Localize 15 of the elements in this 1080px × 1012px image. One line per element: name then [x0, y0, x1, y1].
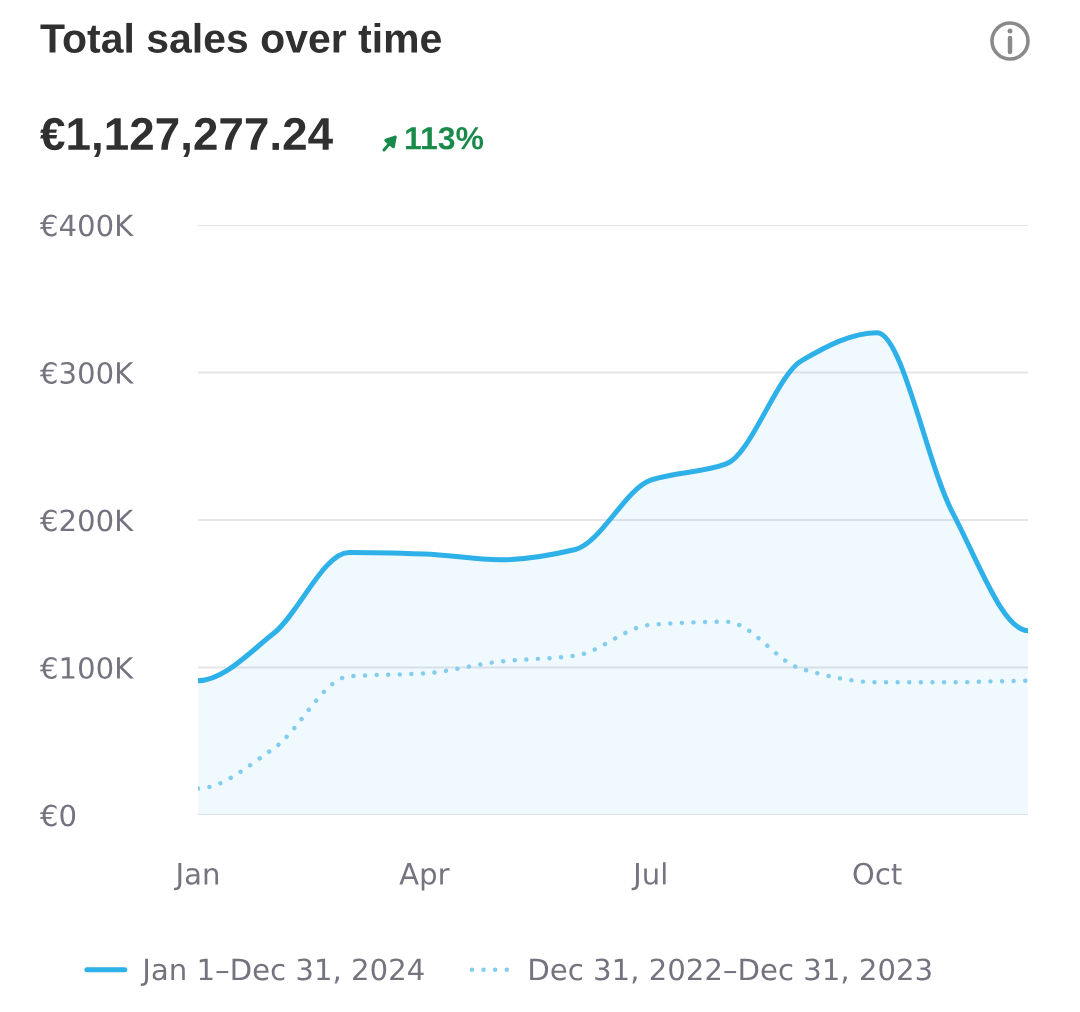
x-tick-label: Jan [174, 863, 218, 891]
legend-label: Jan 1–Dec 31, 2024 [140, 958, 424, 986]
legend-label: Dec 31, 2022–Dec 31, 2023 [530, 958, 931, 984]
y-tick-label: €100K [39, 656, 134, 679]
x-tick-label: Oct [853, 862, 902, 885]
line-series [198, 619, 1028, 791]
text: 113% [406, 126, 484, 150]
y-tick-label: €0 [39, 804, 76, 827]
x-tick-label: Apr [399, 863, 450, 891]
y-tick-label: €300K [39, 361, 134, 384]
chart-title: Total sales over time [40, 22, 441, 53]
y-tick-label: €200K [39, 509, 134, 532]
y-tick-label: €400K [39, 214, 134, 237]
chart-subtitle: €1,127,277.24 [40, 117, 333, 157]
x-tick-label: Jul [631, 862, 666, 891]
